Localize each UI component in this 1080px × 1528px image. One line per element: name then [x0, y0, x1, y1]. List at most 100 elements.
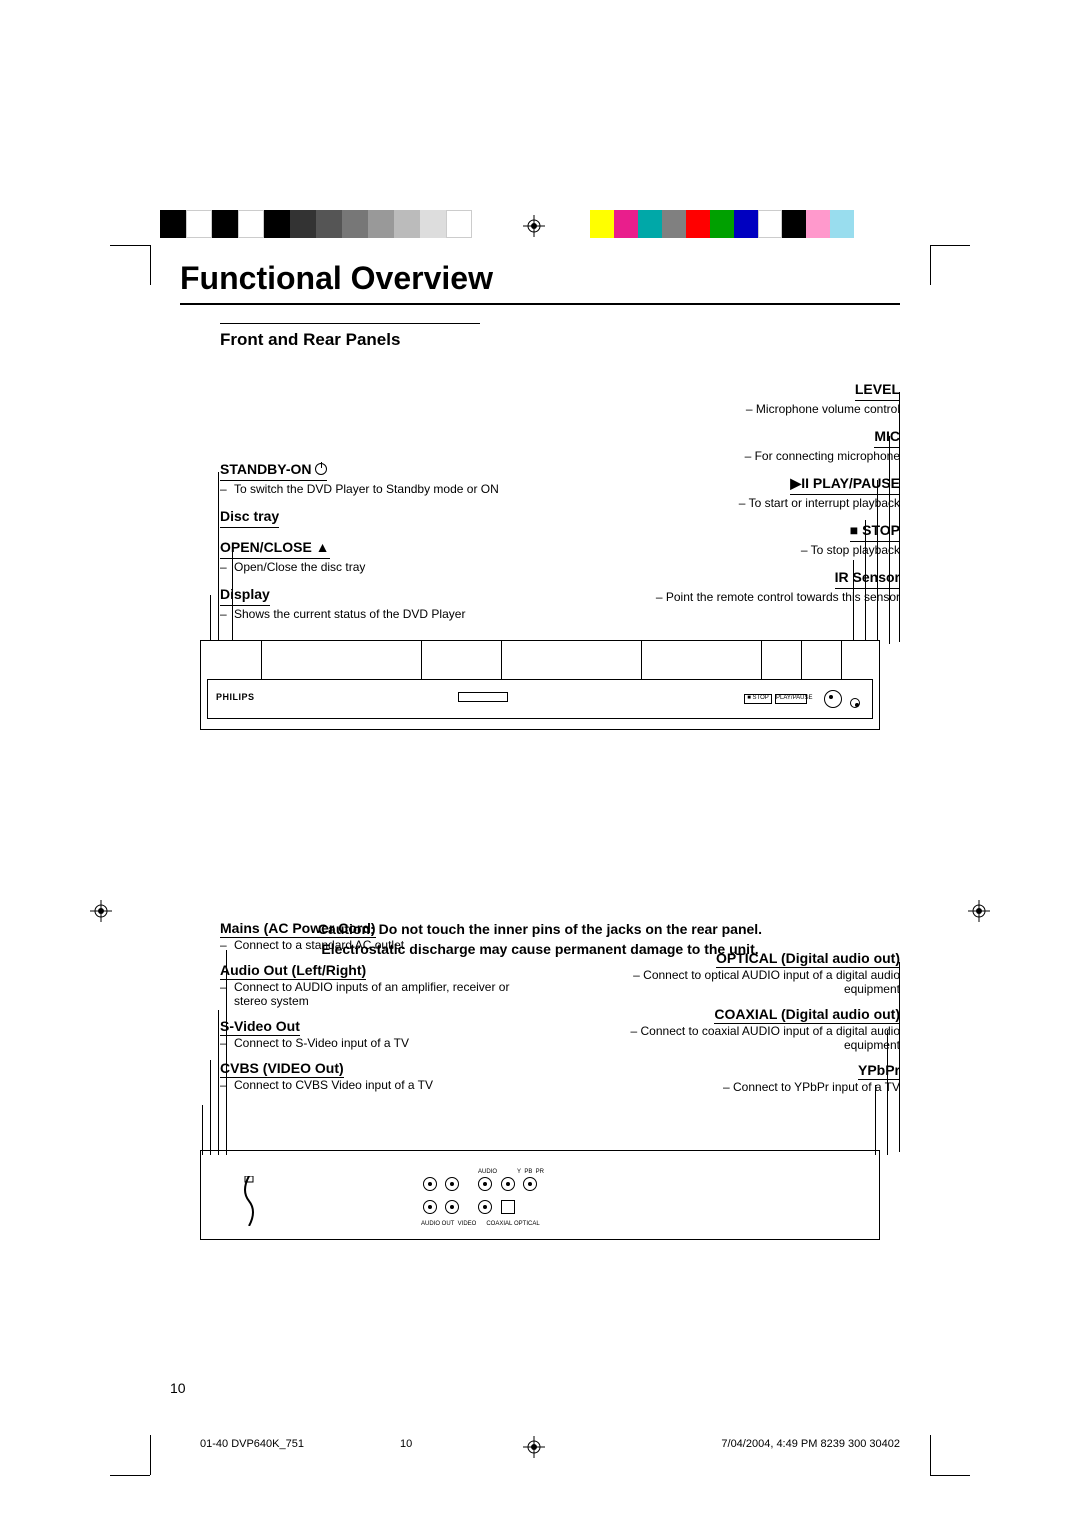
color-swatch — [316, 210, 342, 238]
y-jack-icon — [478, 1177, 492, 1191]
front-panel-diagram: STANDBY-ON To switch the DVD Player to S… — [180, 380, 900, 800]
mic-jack-icon — [850, 698, 860, 708]
color-swatch — [614, 210, 638, 238]
printer-color-strip-right — [590, 210, 870, 238]
label-title: LEVEL — [855, 380, 900, 401]
rear-panel-diagram: Mains (AC Power Cord)Connect to a standa… — [180, 920, 900, 1300]
color-swatch — [686, 210, 710, 238]
label-block: MIC– For connecting microphone — [630, 427, 900, 464]
stop-button-indicator: ■ STOP — [744, 694, 772, 704]
cvbs-jack-icon — [445, 1200, 459, 1214]
audio-r-jack-icon — [423, 1200, 437, 1214]
label-title: S-Video Out — [220, 1018, 300, 1036]
color-swatch — [710, 210, 734, 238]
label-desc: Connect to S-Video input of a TV — [220, 1036, 520, 1050]
label-block: Disc tray — [220, 507, 520, 528]
pr-jack-icon — [523, 1177, 537, 1191]
label-block: ■ STOP– To stop playback — [630, 521, 900, 558]
printer-color-strip-left — [160, 210, 500, 238]
color-swatch — [368, 210, 394, 238]
footer-left: 01-40 DVP640K_751 — [200, 1438, 304, 1450]
knob-icon — [824, 690, 842, 708]
color-swatch — [160, 210, 186, 238]
label-title: YPbPr — [858, 1062, 900, 1080]
color-swatch — [734, 210, 758, 238]
label-title: IR Sensor — [835, 568, 900, 589]
crop-mark-icon — [110, 1435, 150, 1475]
label-desc: Shows the current status of the DVD Play… — [220, 606, 520, 622]
rear-jacks-cluster: AUDIO Y PB PR AUDIO OU — [421, 1169, 601, 1224]
color-swatch — [264, 210, 290, 238]
color-swatch — [782, 210, 806, 238]
color-swatch — [212, 210, 238, 238]
label-desc: – For connecting microphone — [630, 448, 900, 464]
color-swatch — [638, 210, 662, 238]
section-subtitle: Front and Rear Panels — [220, 323, 480, 350]
play-button-indicator: PLAY/PAUSE — [775, 694, 807, 704]
color-swatch — [290, 210, 316, 238]
label-desc: Open/Close the disc tray — [220, 559, 520, 575]
label-block: COAXIAL (Digital audio out)– Connect to … — [610, 1006, 900, 1052]
footer: 01-40 DVP640K_751 10 7/04/2004, 4:49 PM … — [200, 1438, 900, 1450]
label-title: STANDBY-ON — [220, 460, 327, 481]
label-title: COAXIAL (Digital audio out) — [714, 1006, 900, 1024]
pb-jack-icon — [501, 1177, 515, 1191]
label-title: Disc tray — [220, 507, 279, 528]
color-swatch — [394, 210, 420, 238]
brand-label: PHILIPS — [216, 692, 255, 702]
label-title: Display — [220, 585, 270, 606]
label-desc: To switch the DVD Player to Standby mode… — [220, 481, 520, 497]
page-title: Functional Overview — [180, 260, 900, 305]
label-desc: Connect to CVBS Video input of a TV — [220, 1078, 520, 1092]
page-number: 10 — [170, 1380, 186, 1396]
label-block: YPbPr– Connect to YPbPr input of a TV — [610, 1062, 900, 1094]
label-title: CVBS (VIDEO Out) — [220, 1060, 344, 1078]
svideo-jack-icon — [445, 1177, 459, 1191]
power-icon — [315, 463, 327, 475]
color-swatch — [420, 210, 446, 238]
label-desc: Connect to a standard AC outlet — [220, 938, 520, 952]
crop-mark-icon — [930, 1435, 970, 1475]
color-swatch — [590, 210, 614, 238]
label-block: STANDBY-ON To switch the DVD Player to S… — [220, 460, 520, 497]
footer-mid: 10 — [400, 1438, 412, 1450]
coaxial-jack-icon — [478, 1200, 492, 1214]
label-block: ▶II PLAY/PAUSE– To start or interrupt pl… — [630, 474, 900, 511]
crop-mark-icon — [930, 245, 970, 285]
label-title: Audio Out (Left/Right) — [220, 962, 366, 980]
label-desc: – Connect to YPbPr input of a TV — [610, 1080, 900, 1094]
label-desc: – Connect to coaxial AUDIO input of a di… — [610, 1024, 900, 1052]
label-block: S-Video OutConnect to S-Video input of a… — [220, 1018, 520, 1050]
color-swatch — [758, 210, 782, 238]
label-desc: – Microphone volume control — [630, 401, 900, 417]
registration-mark-icon — [90, 900, 112, 922]
label-desc: – Connect to optical AUDIO input of a di… — [610, 968, 900, 996]
power-cord-icon — [237, 1176, 261, 1226]
color-swatch — [186, 210, 212, 238]
label-title: OPEN/CLOSE ▲ — [220, 538, 330, 559]
label-block: IR Sensor– Point the remote control towa… — [630, 568, 900, 605]
label-title: MIC — [874, 427, 900, 448]
color-swatch — [806, 210, 830, 238]
footer-right: 7/04/2004, 4:49 PM 8239 300 30402 — [721, 1438, 900, 1450]
audio-l-jack-icon — [423, 1177, 437, 1191]
label-desc: Connect to AUDIO inputs of an amplifier,… — [220, 980, 520, 1008]
color-swatch — [342, 210, 368, 238]
label-block: DisplayShows the current status of the D… — [220, 585, 520, 622]
label-block: LEVEL– Microphone volume control — [630, 380, 900, 417]
label-title: OPTICAL (Digital audio out) — [716, 950, 900, 968]
label-title: ▶II PLAY/PAUSE — [790, 474, 900, 495]
label-block: Mains (AC Power Cord)Connect to a standa… — [220, 920, 520, 952]
label-block: OPEN/CLOSE ▲Open/Close the disc tray — [220, 538, 520, 575]
crop-mark-icon — [110, 245, 150, 285]
color-swatch — [238, 210, 264, 238]
open-close-indicator — [458, 692, 508, 702]
label-title: Mains (AC Power Cord) — [220, 920, 376, 938]
optical-jack-icon — [501, 1200, 515, 1214]
label-desc: – To stop playback — [630, 542, 900, 558]
label-desc: – To start or interrupt playback — [630, 495, 900, 511]
color-swatch — [446, 210, 472, 238]
label-title: ■ STOP — [850, 521, 900, 542]
label-desc: – Point the remote control towards this … — [630, 589, 900, 605]
registration-mark-icon — [523, 215, 545, 242]
